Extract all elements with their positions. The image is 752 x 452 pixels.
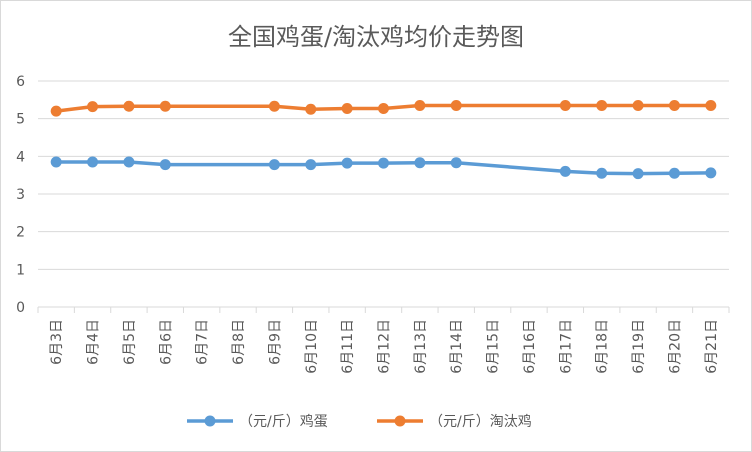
- x-tick-label: 6月4日: [86, 319, 102, 365]
- data-point: [50, 105, 62, 117]
- legend-marker: [394, 415, 406, 427]
- data-point: [378, 102, 389, 114]
- y-tick-label: 4: [16, 149, 25, 165]
- data-point: [268, 159, 280, 171]
- y-tick-label: 5: [16, 112, 25, 128]
- x-tick-label: 6月18日: [595, 319, 611, 374]
- data-point: [559, 99, 571, 111]
- x-tick-label: 6月6日: [158, 319, 174, 365]
- data-point: [378, 157, 389, 169]
- data-point: [159, 100, 171, 112]
- x-tick-label: 6月12日: [377, 319, 393, 374]
- data-point: [632, 99, 644, 111]
- data-point: [632, 168, 644, 180]
- legend-marker: [204, 415, 216, 427]
- data-point: [596, 167, 608, 179]
- x-tick-label: 6月20日: [667, 319, 683, 374]
- y-tick-label: 1: [16, 262, 25, 278]
- data-point: [305, 103, 317, 115]
- x-tick-label: 6月10日: [304, 319, 320, 374]
- axes: 0 1 2 3 4 5 6 6月3日 6月4日 6月5日 6月6日 6月7日 6月8日 6月9日 6月10日…: [16, 74, 730, 374]
- data-point: [414, 157, 426, 169]
- x-tick-label: 6月17日: [558, 319, 574, 374]
- x-tick-label: 6月9日: [267, 319, 283, 365]
- x-tick-label: 6月13日: [413, 319, 429, 374]
- data-point: [159, 159, 171, 171]
- data-point: [123, 156, 135, 168]
- legend-label: （元/斤）淘汰鸡: [429, 413, 532, 430]
- gridlines: [38, 80, 729, 270]
- data-point: [705, 99, 717, 111]
- x-tick-label: 6月21日: [704, 319, 720, 374]
- x-tick-label: 6月19日: [631, 319, 647, 374]
- data-point: [668, 167, 680, 179]
- legend: （元/斤）鸡蛋 （元/斤）淘汰鸡: [187, 413, 532, 430]
- data-point: [414, 99, 426, 111]
- data-point: [341, 102, 353, 114]
- data-point: [450, 157, 462, 169]
- x-tick-label: 6月5日: [122, 319, 138, 365]
- data-point: [50, 156, 62, 168]
- legend-item: （元/斤）鸡蛋: [187, 413, 328, 430]
- data-point: [268, 100, 280, 112]
- data-point: [341, 157, 353, 169]
- data-point: [596, 99, 608, 111]
- data-point: [87, 101, 99, 113]
- series-lines: [50, 99, 717, 180]
- data-point: [705, 167, 717, 179]
- series-group: [50, 99, 717, 117]
- data-point: [87, 156, 99, 168]
- x-tick-label: 6月8日: [231, 319, 247, 365]
- x-tick-label: 6月3日: [49, 319, 65, 365]
- data-point: [668, 99, 680, 111]
- series-group: [50, 156, 717, 180]
- x-tick-label: 6月11日: [340, 319, 356, 374]
- data-point: [559, 165, 571, 177]
- data-point: [305, 159, 317, 171]
- y-tick-label: 0: [16, 300, 25, 316]
- y-tick-label: 6: [16, 74, 25, 90]
- x-tick-label: 6月16日: [522, 319, 538, 374]
- x-tick-label: 6月15日: [486, 319, 502, 374]
- y-tick-label: 2: [16, 225, 25, 241]
- legend-label: （元/斤）鸡蛋: [239, 413, 328, 430]
- data-point: [450, 99, 462, 111]
- x-tick-label: 6月14日: [449, 319, 465, 374]
- data-point: [123, 100, 135, 112]
- chart-title: 全国鸡蛋/淘汰鸡均价走势图: [228, 23, 524, 51]
- legend-item: （元/斤）淘汰鸡: [377, 413, 532, 430]
- x-tick-label: 6月7日: [195, 319, 211, 365]
- y-tick-label: 3: [16, 187, 25, 203]
